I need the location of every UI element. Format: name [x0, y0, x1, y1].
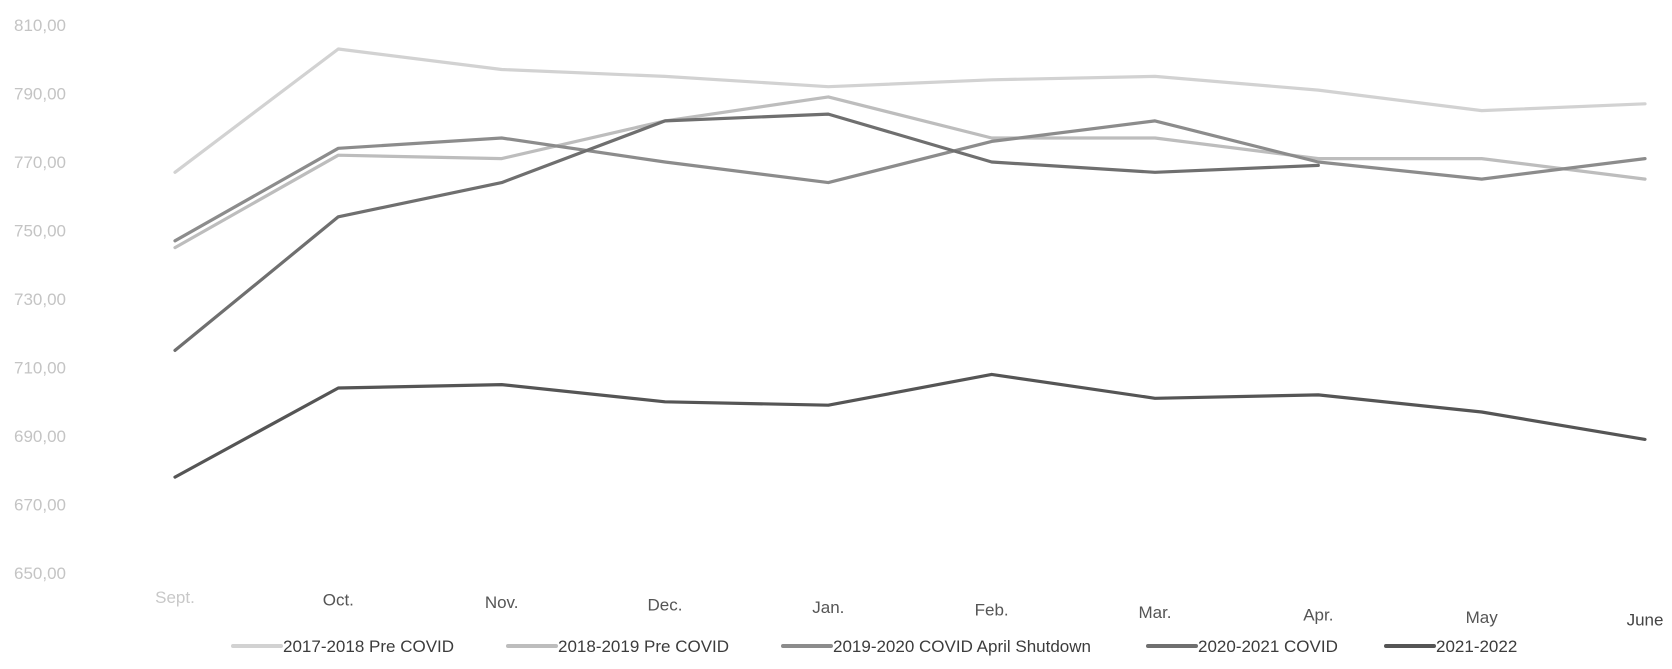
legend-label-4: 2020-2021 COVID: [1198, 637, 1338, 656]
y-tick-label: 790,00: [14, 85, 66, 104]
x-tick-label: May: [1466, 608, 1499, 627]
y-tick-label: 730,00: [14, 290, 66, 309]
series-line-5: [173, 372, 1647, 479]
y-tick-label: 650,00: [14, 564, 66, 583]
y-tick-label: 690,00: [14, 427, 66, 446]
legend-label-1: 2017-2018 Pre COVID: [283, 637, 454, 656]
y-tick-label: 770,00: [14, 153, 66, 172]
series-line-1: [173, 47, 1647, 174]
x-tick-label: June: [1627, 611, 1664, 630]
x-tick-label: Nov.: [485, 593, 519, 612]
x-tick-label: Feb.: [975, 601, 1009, 620]
x-tick-label: Mar.: [1138, 603, 1171, 622]
series-line-3: [173, 119, 1647, 243]
x-tick-label: Jan.: [812, 598, 844, 617]
y-tick-label: 710,00: [14, 359, 66, 378]
y-tick-label: 750,00: [14, 222, 66, 241]
legend: 2017-2018 Pre COVID 2018-2019 Pre COVID 20…: [231, 637, 1517, 656]
series-line-2: [173, 95, 1647, 250]
series-lines: [173, 47, 1647, 479]
legend-label-3: 2019-2020 COVID April Shutdown: [833, 637, 1091, 656]
legend-label-2: 2018-2019 Pre COVID: [558, 637, 729, 656]
y-tick-label: 810,00: [14, 16, 66, 35]
y-tick-label: 670,00: [14, 496, 66, 515]
x-tick-label: Apr.: [1303, 606, 1333, 625]
x-tick-label: Oct.: [323, 591, 354, 610]
series-line-4: [173, 112, 1320, 352]
legend-label-5: 2021-2022: [1436, 637, 1517, 656]
x-axis-ticks: Sept. Oct. Nov. Dec. Jan. Feb. Mar. Apr. May June: [155, 588, 1663, 630]
x-tick-label: Sept.: [155, 588, 195, 607]
x-tick-label: Dec.: [648, 596, 683, 615]
y-axis-ticks: 650,00 670,00 690,00 710,00 730,00 750,00 770,…: [14, 16, 66, 583]
